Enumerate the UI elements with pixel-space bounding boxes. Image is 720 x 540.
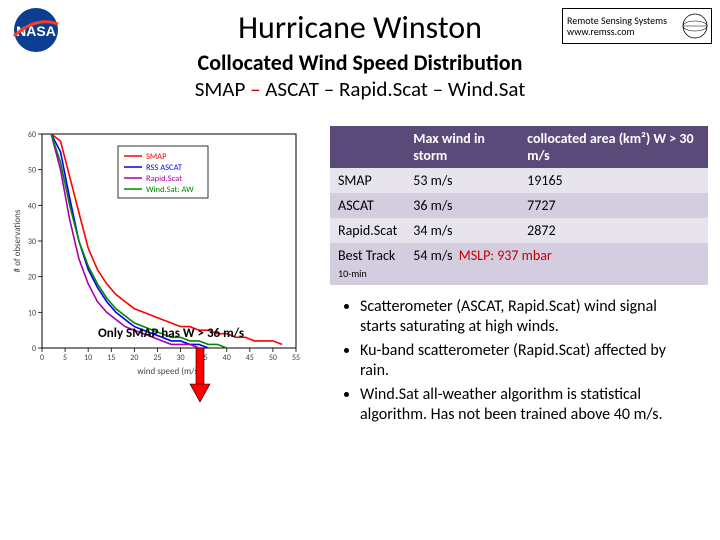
th-blank [330,126,405,168]
globe-icon [681,12,709,40]
svg-text:5: 5 [63,353,67,363]
svg-text:15: 15 [107,353,115,363]
cell-label: ASCAT [330,193,405,218]
down-arrow-icon [188,348,212,404]
cell-max: 36 m/s [405,193,519,218]
bullet-item: Ku-band scatterometer (Rapid.Scat) affec… [360,341,690,381]
cell-max: 34 m/s [405,218,519,243]
cell-label: Rapid.Scat [330,218,405,243]
cell-area: 2872 [519,218,708,243]
table-row: Best Track 10-min 54 m/s MSLP: 937 mbar [330,243,708,285]
bullet-item: Scatterometer (ASCAT, Rapid.Scat) wind s… [360,297,690,337]
wind-table: Max wind in storm collocated area (km²) … [330,126,708,285]
svg-text:50: 50 [28,166,36,176]
cell-area: 19165 [519,168,708,193]
inst-ascat: ASCAT [265,76,319,102]
svg-text:20: 20 [28,273,36,283]
cell-max: 53 m/s [405,168,519,193]
inst-smap: SMAP [195,76,246,102]
cell-max: 54 m/s MSLP: 937 mbar [405,243,708,285]
svg-text:0: 0 [40,353,44,363]
svg-text:55: 55 [292,353,300,363]
svg-text:Rapid.Scat: Rapid.Scat [146,174,182,184]
rss-logo: Remote Sensing Systems www.remss.com [562,8,712,44]
inst-windsat: Wind.Sat [448,76,525,102]
svg-text:RSS ASCAT: RSS ASCAT [146,163,183,173]
svg-text:60: 60 [28,130,36,140]
bullet-list: Scatterometer (ASCAT, Rapid.Scat) wind s… [330,285,708,425]
right-column: Max wind in storm collocated area (km²) … [330,126,708,429]
svg-text:30: 30 [176,353,184,363]
cell-label: SMAP [330,168,405,193]
header: NASA Remote Sensing Systems www.remss.co… [0,0,720,120]
svg-text:SMAP: SMAP [146,152,167,162]
rss-url: www.remss.com [567,26,667,37]
th-area: collocated area (km²) W > 30 m/s [519,126,708,168]
chart-annotation: Only SMAP has W > 36 m/s [98,326,244,341]
svg-text:50: 50 [269,353,277,363]
bullet-item: Wind.Sat all-weather algorithm is statis… [360,385,690,425]
instruments-line: SMAP – ASCAT – Rapid.Scat – Wind.Sat [0,76,720,102]
svg-text:20: 20 [130,353,138,363]
subtitle: Collocated Wind Speed Distribution [0,49,720,76]
svg-text:25: 25 [153,353,161,363]
cell-area: 7727 [519,193,708,218]
inst-rapidscat: Rapid.Scat [339,76,428,102]
table-row: Rapid.Scat 34 m/s 2872 [330,218,708,243]
th-maxwind: Max wind in storm [405,126,519,168]
cell-label: Best Track 10-min [330,243,405,285]
svg-text:40: 40 [223,353,231,363]
svg-text:# of observations: # of observations [12,209,23,272]
content: 05101520253035404550550102030405060wind … [0,120,720,429]
svg-text:30: 30 [28,237,36,247]
table-row: ASCAT 36 m/s 7727 [330,193,708,218]
svg-text:0: 0 [32,344,36,354]
svg-text:45: 45 [246,353,254,363]
svg-text:10: 10 [28,308,36,318]
svg-text:40: 40 [28,201,36,211]
nasa-logo-icon: NASA [8,6,64,54]
svg-text:10: 10 [84,353,92,363]
svg-text:Wind.Sat: AW: Wind.Sat: AW [146,185,194,195]
table-row: SMAP 53 m/s 19165 [330,168,708,193]
left-column: 05101520253035404550550102030405060wind … [8,126,318,429]
